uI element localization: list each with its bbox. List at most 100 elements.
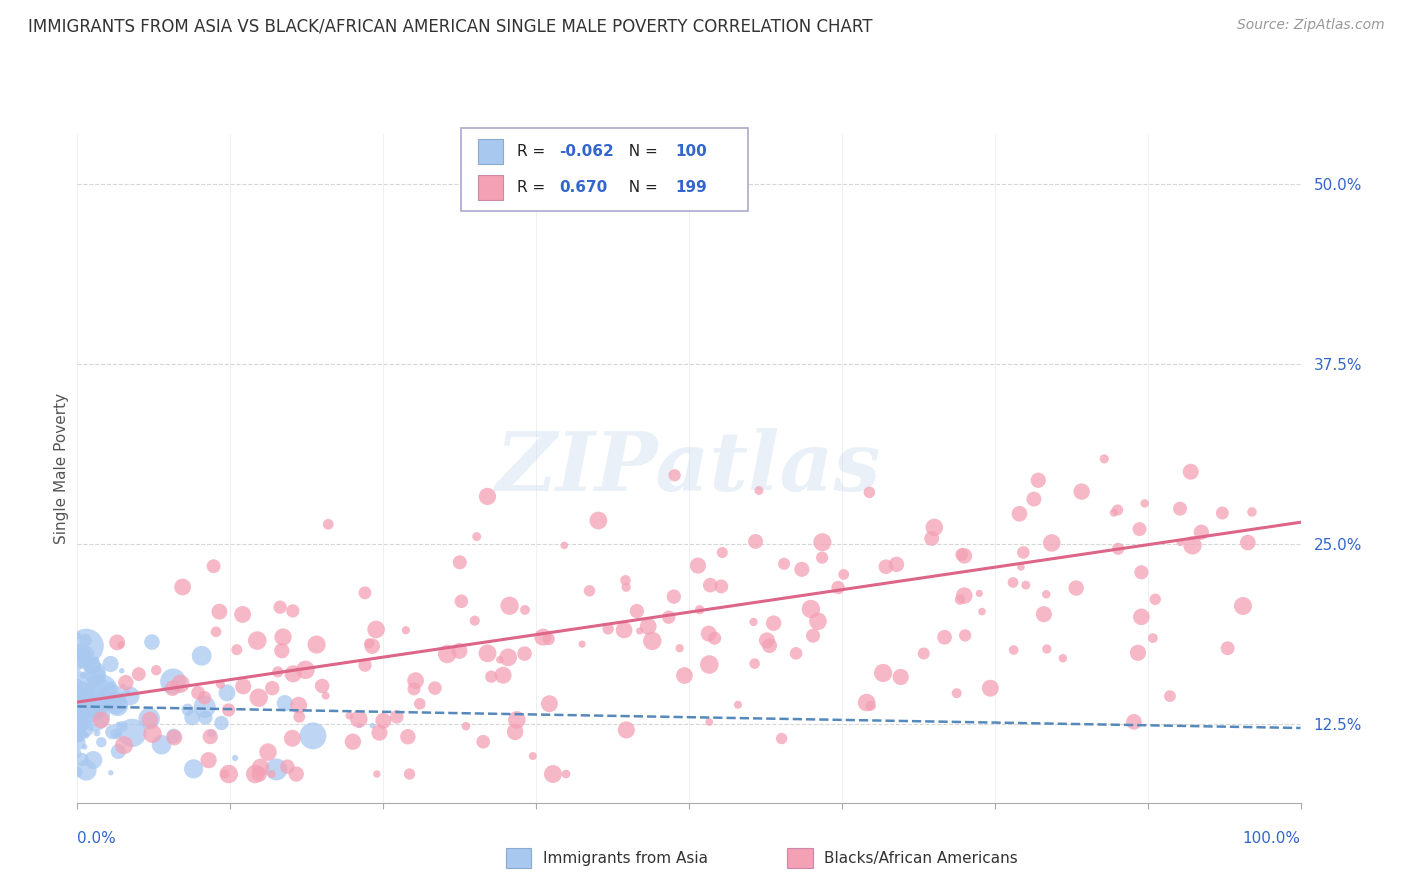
- Point: [503, 724, 526, 739]
- Point: [1102, 506, 1125, 520]
- Point: [141, 727, 163, 741]
- Point: [689, 603, 711, 617]
- Point: [89, 673, 111, 687]
- Point: [66, 686, 89, 700]
- Point: [269, 600, 291, 615]
- Point: [302, 729, 325, 743]
- Point: [104, 690, 127, 705]
- Point: [72, 668, 94, 682]
- Point: [247, 767, 270, 781]
- Point: [811, 535, 834, 549]
- Text: Source: ZipAtlas.com: Source: ZipAtlas.com: [1237, 18, 1385, 32]
- Point: [762, 616, 785, 631]
- Point: [305, 638, 328, 652]
- Point: [294, 663, 316, 677]
- Point: [637, 619, 659, 633]
- Point: [1012, 545, 1035, 559]
- Point: [342, 735, 364, 749]
- Point: [1144, 592, 1167, 607]
- Point: [477, 646, 499, 660]
- Point: [208, 605, 231, 619]
- Point: [73, 698, 96, 712]
- Point: [75, 704, 97, 718]
- Point: [1168, 501, 1191, 516]
- Point: [107, 717, 129, 731]
- Point: [111, 679, 134, 693]
- Point: [90, 713, 112, 727]
- Point: [66, 629, 89, 643]
- Point: [107, 726, 129, 740]
- Point: [267, 665, 290, 679]
- Point: [107, 745, 129, 759]
- Point: [75, 721, 97, 735]
- Point: [121, 726, 143, 740]
- Point: [872, 665, 894, 680]
- Point: [100, 657, 122, 671]
- Point: [79, 699, 101, 714]
- Point: [246, 633, 269, 648]
- Point: [75, 728, 97, 742]
- Point: [858, 485, 880, 500]
- Point: [100, 690, 122, 704]
- Point: [924, 520, 946, 534]
- Point: [673, 668, 696, 682]
- Point: [87, 680, 110, 694]
- Point: [613, 623, 636, 637]
- Point: [193, 690, 215, 705]
- Point: [454, 719, 477, 733]
- Point: [115, 685, 138, 699]
- Point: [66, 711, 89, 725]
- Point: [67, 730, 90, 744]
- Text: 100: 100: [675, 145, 707, 159]
- Point: [287, 698, 309, 712]
- Point: [274, 696, 297, 710]
- Point: [232, 679, 254, 693]
- Point: [75, 763, 97, 777]
- Point: [66, 705, 89, 719]
- Point: [83, 708, 105, 723]
- Point: [197, 753, 219, 767]
- Point: [262, 681, 284, 695]
- Point: [1216, 641, 1239, 656]
- Point: [162, 674, 184, 689]
- Point: [658, 610, 681, 624]
- Point: [697, 714, 720, 729]
- Point: [162, 681, 184, 696]
- Point: [67, 651, 90, 665]
- Point: [541, 767, 564, 781]
- Point: [703, 631, 725, 645]
- Point: [1123, 714, 1146, 729]
- Point: [1026, 473, 1049, 487]
- Point: [1237, 535, 1260, 549]
- Point: [172, 580, 194, 594]
- Point: [953, 589, 976, 603]
- Point: [200, 730, 222, 744]
- Point: [449, 644, 471, 658]
- Point: [110, 638, 132, 652]
- Text: 100.0%: 100.0%: [1243, 831, 1301, 846]
- Point: [66, 747, 89, 761]
- Point: [1008, 507, 1031, 521]
- Point: [354, 658, 377, 673]
- Point: [73, 739, 96, 754]
- Point: [66, 735, 89, 749]
- Point: [449, 555, 471, 569]
- Point: [201, 726, 224, 740]
- Point: [498, 599, 520, 613]
- Point: [953, 549, 976, 563]
- Point: [86, 693, 108, 707]
- Point: [266, 763, 288, 777]
- Point: [827, 581, 849, 595]
- Y-axis label: Single Male Poverty: Single Male Poverty: [53, 392, 69, 544]
- Point: [385, 710, 408, 724]
- Point: [686, 558, 709, 573]
- Point: [479, 670, 502, 684]
- Point: [1130, 566, 1153, 580]
- Point: [628, 624, 651, 638]
- Point: [395, 624, 418, 638]
- Point: [101, 725, 124, 739]
- Point: [366, 767, 388, 781]
- Point: [349, 718, 371, 732]
- Point: [537, 632, 560, 646]
- Point: [214, 767, 236, 781]
